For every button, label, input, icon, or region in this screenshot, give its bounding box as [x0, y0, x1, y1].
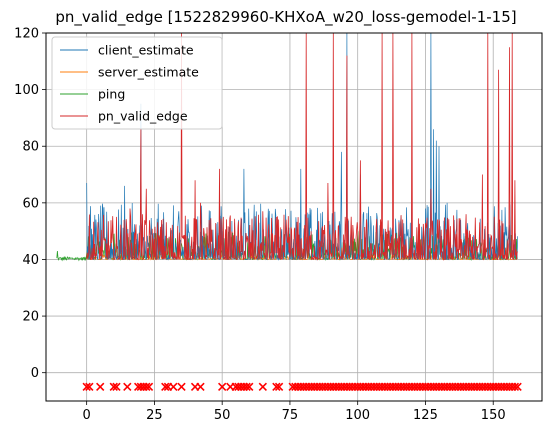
loss-marker	[510, 382, 520, 392]
loss-marker	[177, 382, 186, 392]
legend-label: client_estimate	[98, 43, 194, 58]
loss-marker	[274, 382, 284, 392]
loss-marker	[242, 382, 251, 392]
y-tick-label: 80	[22, 140, 39, 155]
x-tick-label: 75	[282, 408, 299, 423]
x-tick-label: 50	[214, 408, 231, 423]
loss-marker	[96, 382, 105, 392]
x-tick-label: 125	[413, 408, 438, 423]
y-tick-label: 100	[14, 83, 39, 98]
y-tick-label: 20	[22, 310, 39, 325]
loss-marker	[245, 382, 254, 392]
loss-marker	[258, 382, 267, 392]
x-tick-label: 25	[146, 408, 163, 423]
loss-marker	[142, 382, 151, 392]
y-tick-label: 40	[22, 253, 39, 268]
loss-marker	[169, 382, 178, 392]
loss-markers	[82, 382, 522, 392]
tick-marks: 0 25 50 75 100 125 150 0 20 40 60 80 100 120	[14, 27, 505, 424]
y-tick-label: 0	[31, 366, 39, 381]
legend-label: server_estimate	[98, 65, 199, 80]
x-tick-label: 0	[83, 408, 91, 423]
loss-marker	[144, 382, 154, 392]
chart-title: pn_valid_edge [1522829960-KHXoA_w20_loss…	[55, 8, 516, 27]
legend-label: ping	[98, 87, 125, 102]
loss-marker	[513, 382, 522, 392]
series-layer	[56, 32, 518, 262]
y-tick-label: 60	[22, 196, 39, 211]
loss-marker	[218, 382, 227, 392]
loss-marker	[161, 382, 170, 392]
series-line-pn-valid-edge	[86, 32, 518, 261]
legend-label: pn_valid_edge	[98, 109, 188, 124]
loss-marker	[272, 382, 281, 392]
loss-marker	[85, 382, 94, 392]
x-tick-label: 150	[481, 408, 506, 423]
loss-marker	[123, 382, 132, 392]
plot-frame	[45, 32, 543, 402]
legend-box	[51, 36, 223, 130]
loss-marker	[196, 382, 205, 392]
y-tick-label: 120	[14, 27, 39, 42]
loss-marker	[82, 382, 91, 392]
loss-marker	[112, 382, 121, 392]
loss-marker	[109, 382, 118, 392]
x-tick-label: 100	[345, 408, 370, 423]
